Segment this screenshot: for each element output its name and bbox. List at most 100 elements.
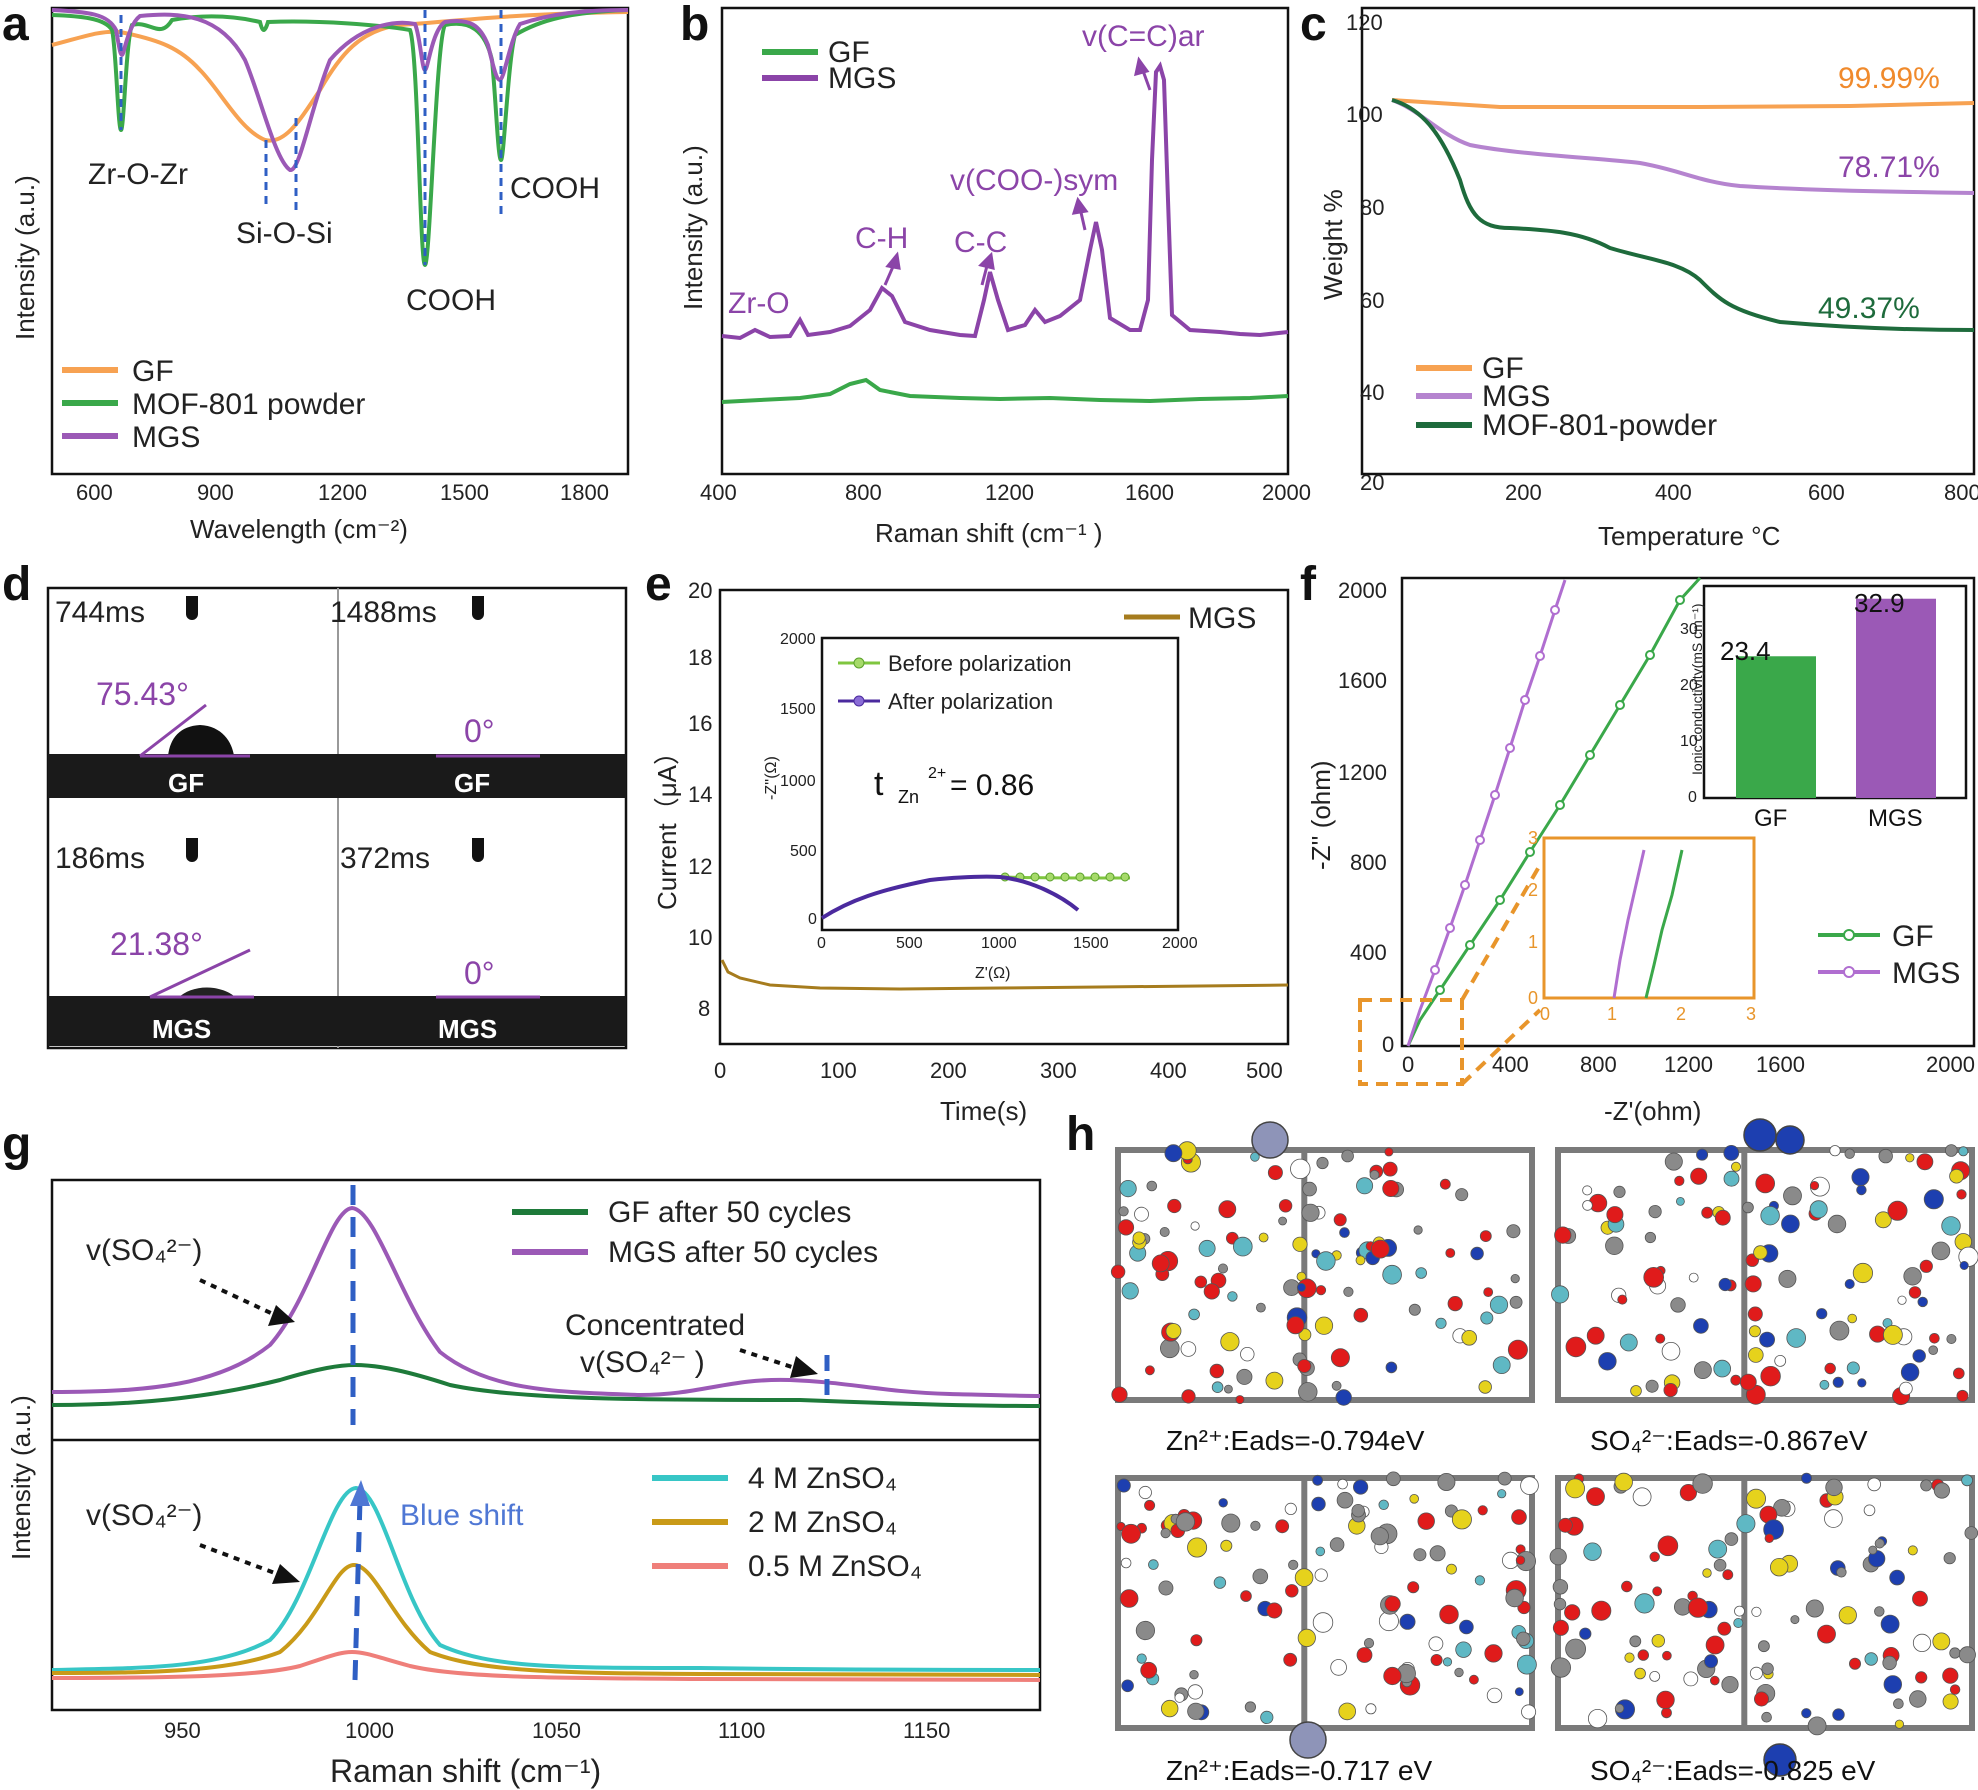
h-atom: [1702, 1568, 1712, 1578]
h-atom: [1250, 1520, 1261, 1531]
h-atom: [1160, 1528, 1171, 1539]
h-atom: [1945, 1144, 1958, 1157]
h-atom: [1479, 1230, 1492, 1242]
h-atom: [1565, 1336, 1587, 1358]
h-atom: [1851, 1168, 1870, 1187]
g-gf-curve: [51, 1362, 1041, 1408]
h-atom: [1333, 1213, 1347, 1227]
f-bar-ytick: 20: [1680, 677, 1698, 694]
d-angle-2: 0°: [464, 713, 495, 749]
e-ytick: 14: [688, 782, 712, 807]
a-xtick: 900: [197, 480, 234, 505]
needle-icon: [186, 596, 198, 620]
b-legend-mgs: MGS: [828, 62, 896, 95]
g-mgs-curve: [51, 1205, 1041, 1398]
h-atom: [1942, 1667, 1959, 1684]
h-atom: [1110, 1264, 1126, 1280]
h-atom: [1692, 1473, 1713, 1494]
h-atom: [1338, 1702, 1356, 1721]
h-atom: [1708, 1539, 1728, 1559]
h-atom: [1474, 1575, 1486, 1586]
b-ylabel: Intensity (a.u.): [678, 145, 708, 310]
b-xtick: 2000: [1262, 480, 1311, 505]
f-zoom-xtick: 1: [1607, 1004, 1617, 1024]
h-atom: [1477, 1505, 1488, 1516]
h-atom: [1761, 1662, 1774, 1675]
b-xtick: 1200: [985, 480, 1034, 505]
h-atom: [1759, 1331, 1775, 1348]
h-atom: [1415, 1267, 1427, 1279]
a-mgs-curve: [51, 8, 629, 172]
e-inset-xlabel: Z'(Ω): [975, 965, 1010, 982]
h-atom: [1120, 1557, 1132, 1569]
h-atom: [1920, 1479, 1933, 1492]
h-atom: [1591, 1600, 1612, 1621]
h-atom: [1801, 1472, 1813, 1484]
h-atom: [1929, 1333, 1940, 1344]
h-atom: [1507, 1339, 1528, 1360]
c-yticks: 20 40 60 80 100 120: [1346, 10, 1384, 495]
h-atom: [1135, 1620, 1156, 1641]
needle-icon: [186, 838, 198, 862]
f-mgs-curve: [1406, 579, 1567, 1047]
h-atom: [1365, 1703, 1377, 1715]
h-atom: [1497, 1489, 1507, 1499]
e-inset-xtick: 2000: [1162, 935, 1198, 952]
h-atom: [1363, 1638, 1375, 1649]
f-bar-yticks: 0 10 20 30: [1680, 621, 1698, 806]
h-atom: [1180, 1341, 1197, 1357]
e-tzn-sub: Zn: [898, 787, 919, 807]
h-atom: [1805, 1599, 1824, 1618]
h-atom: [1409, 1494, 1419, 1504]
h-atom: [1661, 1342, 1681, 1361]
f-zoom-line: [1460, 1008, 1542, 1086]
h-atom: [1213, 1576, 1227, 1589]
h-atom: [1483, 1287, 1494, 1297]
h-atom: [1355, 1255, 1366, 1266]
d-angle-1: 75.43°: [96, 676, 189, 712]
f-xtick: 400: [1492, 1052, 1529, 1077]
d-angle-3: 21.38°: [110, 926, 203, 962]
h-atom: [1630, 1385, 1642, 1397]
h-atom: [1736, 1514, 1756, 1534]
h-atom: [1852, 1262, 1874, 1284]
h-atom: [1849, 1657, 1862, 1670]
h-atom: [1825, 1478, 1843, 1497]
h-atom: [1297, 1628, 1316, 1648]
h-atom: [1235, 1395, 1245, 1405]
g-xtick: 1100: [718, 1718, 765, 1743]
h-atom: [1915, 1671, 1928, 1684]
h-atom: [1331, 1380, 1342, 1391]
h-atom: [1134, 1206, 1149, 1222]
h-atom: [1164, 1144, 1183, 1163]
b-xtick: 1600: [1125, 480, 1174, 505]
c-mgs-curve: [1391, 98, 1975, 195]
h-atom: [1949, 1684, 1961, 1695]
e-ytick: 16: [688, 711, 712, 736]
g-xtick: 950: [164, 1718, 201, 1743]
h-atom: [1159, 1227, 1170, 1238]
h-atom: [1941, 1216, 1961, 1236]
h-atom: [1370, 1239, 1390, 1259]
h-atom: [1713, 1558, 1727, 1572]
h-atom: [1174, 1692, 1185, 1703]
h-atom: [1721, 1676, 1739, 1694]
e-xtick: 300: [1040, 1058, 1077, 1083]
h-atom: [1252, 1568, 1269, 1585]
h-atom: [1111, 1386, 1128, 1403]
e-xtick: 0: [714, 1058, 726, 1083]
d-substrate-gf-2: [338, 754, 626, 798]
h-atom: [1267, 1165, 1283, 1181]
h-atom: [1648, 1205, 1662, 1219]
h-atom: [1749, 1666, 1763, 1680]
g-ylabel: Intensity (a.u.): [6, 1395, 36, 1560]
d-time-2: 1488ms: [330, 596, 437, 629]
h-atom: [1613, 1185, 1626, 1199]
h-atom: [1510, 1274, 1520, 1284]
h-atom: [1903, 1267, 1922, 1286]
h-atom: [1874, 1211, 1892, 1229]
h-atom: [1723, 1170, 1740, 1187]
h-atom: [1554, 1226, 1572, 1244]
h-atom: [1181, 1389, 1196, 1404]
